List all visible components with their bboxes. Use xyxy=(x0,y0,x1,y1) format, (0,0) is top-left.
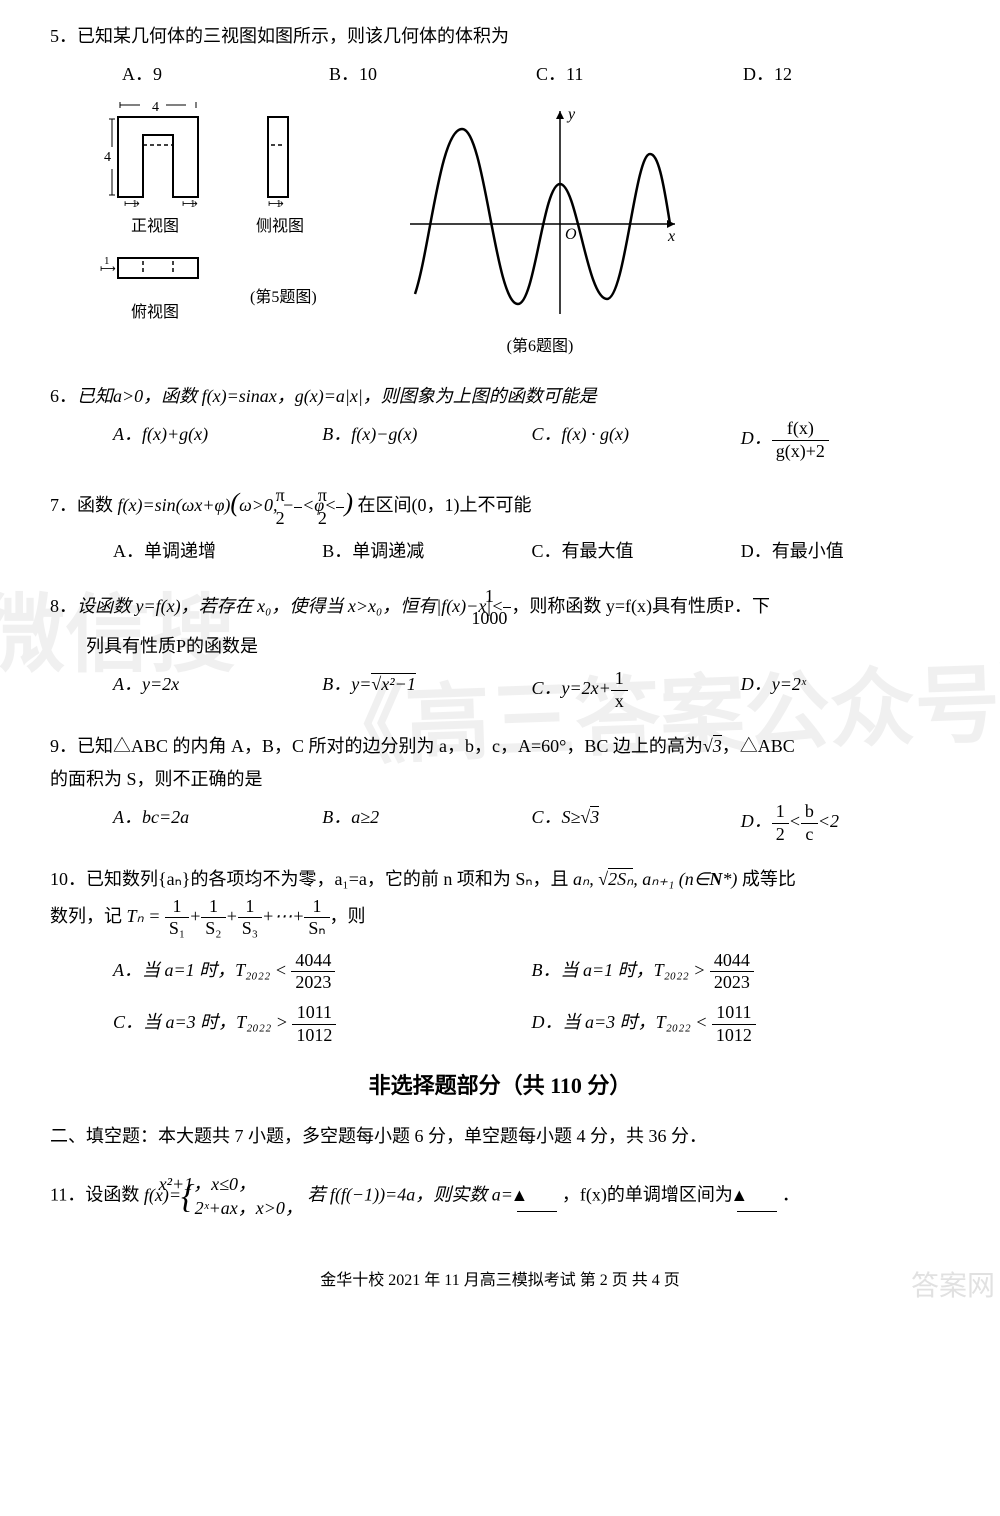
question-10: 10．已知数列{aₙ}的各项均不为零，a₁=a，它的前 n 项和为 Sₙ，且 a… xyxy=(50,863,950,1046)
q11-text2: 若 f(f(−1))=4a，则实数 a= xyxy=(307,1185,512,1205)
q11-blank-1: ▲ xyxy=(517,1179,557,1212)
q11-number: 11． xyxy=(50,1185,85,1205)
q9-opt-c: C．S≥√3 xyxy=(532,801,741,845)
q7-opt-d: D．有最小值 xyxy=(741,535,950,567)
q10-text1: 已知数列{aₙ}的各项均不为零，a₁=a，它的前 n 项和为 Sₙ，且 xyxy=(86,869,573,889)
side-view-svg: ⟼1 xyxy=(250,99,310,209)
question-6: 6．已知a>0，函数 f(x)=sinax，g(x)=a|x|，则图象为上图的函… xyxy=(50,380,950,463)
svg-text:1: 1 xyxy=(276,198,282,209)
top-view-label: 俯视图 xyxy=(90,299,220,328)
q11-text1: 设函数 xyxy=(85,1185,144,1205)
q7-opt-b: B．单调递减 xyxy=(322,535,531,567)
question-7: 7．函数 f(x)=sin(ωx+φ)(ω>0, −π2<φ<π2) 在区间(0… xyxy=(50,480,950,567)
q5-opt-c: C．11 xyxy=(536,58,743,90)
q5-opt-b: B．10 xyxy=(329,58,536,90)
q10-opt-a: A．当 a=1 时，T₂₀₂₂ < 40442023 xyxy=(113,950,532,994)
svg-text:1: 1 xyxy=(132,198,138,209)
q8-text1: 设函数 y=f(x)，若存在 x₀，使得当 x>x₀，恒有|f(x)−x|< xyxy=(77,596,503,616)
q5-number: 5． xyxy=(50,26,77,46)
q9-text2: ，△ABC xyxy=(722,736,795,756)
question-9: 9．已知△ABC 的内角 A，B，C 所对的边分别为 a，b，c，A=60°，B… xyxy=(50,730,950,845)
q5-diagrams-left: 4 4 ⟼1 ⟼1 xyxy=(90,99,340,328)
q5-opt-a: A．9 xyxy=(122,58,329,90)
svg-text:4: 4 xyxy=(152,100,159,115)
q8-text3: 列具有性质P的函数是 xyxy=(86,630,950,662)
q6-number: 6． xyxy=(50,386,77,406)
q8-opt-d: D．y=2ˣ xyxy=(741,668,950,712)
section-title: 非选择题部分（共 110 分） xyxy=(50,1066,950,1106)
svg-text:4: 4 xyxy=(104,150,111,165)
q8-opt-c: C．y=2x+1x xyxy=(532,668,741,712)
q7-opt-a: A．单调递增 xyxy=(113,535,322,567)
q10-opt-d: D．当 a=3 时，T₂₀₂₂ < 10111012 xyxy=(532,1002,951,1046)
q5-opt-d: D．12 xyxy=(743,58,950,90)
svg-text:1: 1 xyxy=(104,255,110,267)
q6-caption: (第6题图) xyxy=(400,333,680,362)
q6-graph-svg: O x y xyxy=(400,99,680,329)
q9-number: 9． xyxy=(50,736,77,756)
svg-text:O: O xyxy=(565,226,577,243)
q7-number: 7． xyxy=(50,495,77,515)
q8-number: 8． xyxy=(50,596,77,616)
q6-opt-b: B．f(x)−g(x) xyxy=(322,418,531,462)
svg-text:x: x xyxy=(667,228,675,245)
q6-text: 已知a>0，函数 f(x)=sinax，g(x)=a|x|，则图象为上图的函数可… xyxy=(77,386,597,406)
q7-text-mid: 在区间(0，1)上不可能 xyxy=(358,495,532,515)
q6-opt-d: D．f(x)g(x)+2 xyxy=(741,418,950,462)
svg-text:1: 1 xyxy=(190,198,196,209)
q7-opt-c: C．有最大值 xyxy=(532,535,741,567)
q11-text3: ，f(x)的单调增区间为 xyxy=(562,1185,733,1205)
front-view-svg: 4 4 ⟼1 ⟼1 xyxy=(90,99,220,209)
q10-text3: 数列，记 xyxy=(50,906,127,926)
q5-text: 已知某几何体的三视图如图所示，则该几何体的体积为 xyxy=(77,26,509,46)
q11-blank-2: ▲ xyxy=(737,1179,777,1212)
q10-number: 10． xyxy=(50,869,86,889)
side-view-label: 侧视图 xyxy=(250,213,310,242)
page-footer: 金华十校 2021 年 11 月高三模拟考试 第 2 页 共 4 页 xyxy=(50,1267,950,1296)
q6-opt-c: C．f(x) · g(x) xyxy=(532,418,741,462)
q10-opt-c: C．当 a=3 时，T₂₀₂₂ > 10111012 xyxy=(113,1002,532,1046)
q6-opt-a: A．f(x)+g(x) xyxy=(113,418,322,462)
q9-text1: 已知△ABC 的内角 A，B，C 所对的边分别为 a，b，c，A=60°，BC … xyxy=(77,736,703,756)
q9-opt-a: A．bc=2a xyxy=(113,801,322,845)
q11-text4: ． xyxy=(782,1185,800,1205)
question-8: 8．设函数 y=f(x)，若存在 x₀，使得当 x>x₀，恒有|f(x)−x|<… xyxy=(50,586,950,713)
q9-text3: 的面积为 S，则不正确的是 xyxy=(50,763,950,795)
q8-text2: ，则称函数 y=f(x)具有性质P．下 xyxy=(511,596,770,616)
q7-text-prefix: 函数 xyxy=(77,495,118,515)
top-view-svg: ⟼1 xyxy=(90,250,220,295)
q10-opt-b: B．当 a=1 时，T₂₀₂₂ > 40442023 xyxy=(532,950,951,994)
q11-piecewise: f(x)={x²+1，x≤0，2ˣ+ax，x>0， xyxy=(144,1185,303,1205)
section-desc: 二、填空题：本大题共 7 小题，多空题每小题 6 分，单空题每小题 4 分，共 … xyxy=(50,1120,950,1152)
q8-opt-a: A．y=2x xyxy=(113,668,322,712)
front-view-label: 正视图 xyxy=(90,213,220,242)
q9-opt-b: B．a≥2 xyxy=(322,801,531,845)
q10-text2: 成等比 xyxy=(737,869,796,889)
q8-opt-b: B．y=√x²−1 xyxy=(322,668,531,712)
svg-text:y: y xyxy=(566,106,576,123)
q7-formula: f(x)=sin(ωx+φ)(ω>0, −π2<φ<π2) xyxy=(118,495,354,515)
question-11: 11．设函数 f(x)={x²+1，x≤0，2ˣ+ax，x>0， 若 f(f(−… xyxy=(50,1166,950,1227)
page-content: 5．已知某几何体的三视图如图所示，则该几何体的体积为 A．9 B．10 C．11… xyxy=(50,20,950,1296)
question-5: 5．已知某几何体的三视图如图所示，则该几何体的体积为 A．9 B．10 C．11… xyxy=(50,20,950,362)
q10-text4: ，则 xyxy=(330,906,366,926)
q9-opt-d: D．12<bc<2 xyxy=(741,801,950,845)
q5-caption: (第5题图) xyxy=(250,284,317,313)
